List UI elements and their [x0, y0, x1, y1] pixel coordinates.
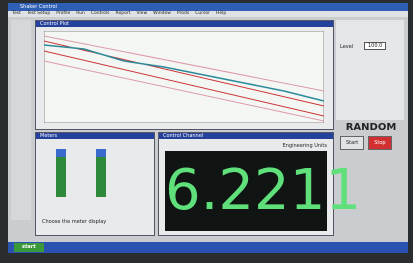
menu-item[interactable]: Test Setup	[27, 11, 50, 17]
status-panel: Level 100.0	[336, 20, 404, 120]
button[interactable]: Start	[340, 136, 364, 150]
title-bar: Shaker Control	[8, 3, 408, 11]
meters-title: Meters	[36, 133, 154, 139]
menu-item[interactable]: View	[136, 11, 147, 17]
screen-photo: Shaker Control Test Test Setup Profile Run C…	[0, 0, 413, 263]
display-header: Engineering Units	[283, 143, 327, 149]
menu-item[interactable]: Profile	[56, 11, 70, 17]
graph-plot	[44, 31, 324, 123]
meters-window: Meters Choose the meter display	[35, 132, 155, 236]
menu-bar: Test Test Setup Profile Run Controls Report Vi…	[8, 11, 408, 17]
menu-item[interactable]: Help	[216, 11, 226, 17]
display-window: Control Channel Engineering Units 6.2211	[158, 132, 334, 236]
meter-bar	[96, 149, 106, 197]
control-buttons: Start Stop	[340, 136, 392, 150]
meter-bar	[56, 149, 66, 197]
menu-item[interactable]: Cursor	[195, 11, 210, 17]
meters-footer: Choose the meter display	[42, 219, 106, 225]
menu-item[interactable]: Report	[116, 11, 131, 17]
menu-item[interactable]: Window	[153, 11, 171, 17]
taskbar: start	[8, 242, 408, 253]
graph-window: Control Plot	[35, 20, 334, 130]
menu-item[interactable]: Controls	[91, 11, 110, 17]
start-button[interactable]: start	[14, 243, 44, 252]
menu-item[interactable]: Prods	[177, 11, 189, 17]
button[interactable]: Stop	[368, 136, 391, 150]
display-title: Control Channel	[159, 133, 333, 139]
graph-title: Control Plot	[36, 21, 333, 27]
level-label: Level	[340, 44, 353, 50]
level-value: 100.0	[364, 42, 386, 50]
toolbar	[11, 20, 31, 220]
test-mode: RANDOM	[338, 122, 404, 133]
menu-item[interactable]: Run	[76, 11, 85, 17]
menu-item[interactable]: Test	[12, 11, 21, 17]
big-readout: 6.2211	[165, 151, 327, 231]
